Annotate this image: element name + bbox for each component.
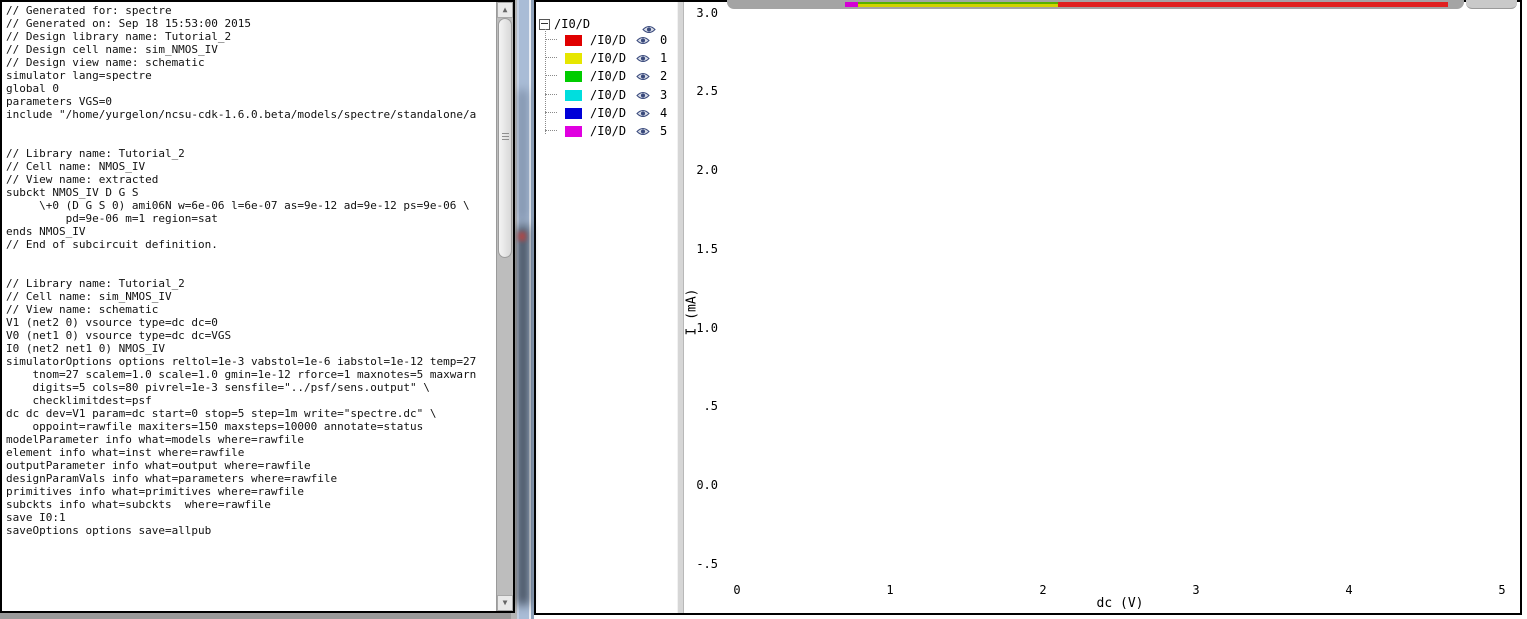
y-axis-tick-label: .5 (703, 399, 718, 414)
series-index: 3 (660, 88, 668, 102)
tree-line (545, 112, 557, 114)
y-axis-tick-label: 2.0 (696, 163, 718, 177)
y-axis-tick-label: 3.0 (696, 5, 718, 20)
visibility-eye-icon[interactable] (636, 91, 650, 100)
series-label[interactable]: /I0/D (590, 69, 627, 83)
visibility-eye-icon[interactable] (642, 25, 656, 34)
tree-line (545, 39, 557, 41)
waveform-window: /I0/D /I0/D 0/I0/D 1/I0/D 2/I0/D 3/I0/D 4/I0/… (534, 0, 1522, 615)
series-color-swatch[interactable] (565, 89, 582, 101)
legend-row[interactable]: /I0/D 1 (545, 51, 668, 65)
x-axis-title: dc (V) (1096, 596, 1144, 611)
series-index: 2 (660, 69, 668, 83)
remnant-red-trace (1058, 2, 1448, 7)
visibility-eye-icon[interactable] (636, 72, 650, 81)
series-color-swatch[interactable] (565, 107, 582, 119)
visibility-eye-icon[interactable] (636, 109, 650, 118)
x-axis-tick-label: 5 (1498, 583, 1506, 597)
collapse-expand-icon[interactable] (539, 18, 550, 30)
overlapping-window-edge (727, 0, 1464, 9)
series-label[interactable]: /I0/D (590, 106, 627, 120)
y-axis-tick-label: -.5 (696, 556, 718, 571)
legend-row[interactable]: /I0/D 5 (545, 124, 668, 138)
series-label[interactable]: /I0/D (590, 124, 627, 138)
overlapping-window-tab (1466, 0, 1517, 9)
series-index: 1 (660, 51, 668, 65)
series-color-swatch[interactable] (565, 125, 582, 137)
tree-line (545, 29, 547, 134)
y-axis-title: I (mA) (684, 288, 700, 336)
scrollbar-grip (502, 133, 509, 141)
series-index: 5 (660, 124, 668, 138)
scrollbar-thumb[interactable] (498, 18, 512, 258)
tree-line (545, 75, 557, 77)
series-label[interactable]: /I0/D (590, 51, 627, 65)
series-color-swatch[interactable] (565, 52, 582, 64)
visibility-eye-icon[interactable] (636, 127, 650, 136)
series-index: 4 (660, 106, 668, 120)
signal-legend-panel: /I0/D /I0/D 0/I0/D 1/I0/D 2/I0/D 3/I0/D 4/I0/… (536, 2, 677, 613)
scroll-up-button[interactable]: ▲ (497, 2, 513, 18)
series-label[interactable]: /I0/D (590, 88, 627, 102)
visibility-eye-icon[interactable] (636, 36, 650, 45)
x-axis-tick-label: 0 (733, 583, 741, 597)
y-axis-tick-label: 0.0 (696, 478, 718, 492)
series-index: 0 (660, 33, 668, 47)
legend-row[interactable]: /I0/D 2 (545, 69, 668, 83)
frame-reflection (517, 225, 529, 605)
netlist-vertical-scrollbar[interactable]: ▲ ▼ (496, 2, 513, 611)
y-axis-tick-label: 1.5 (696, 241, 718, 256)
legend-row[interactable]: /I0/D 4 (545, 106, 668, 120)
visibility-eye-icon[interactable] (636, 54, 650, 63)
series-label[interactable]: /I0/D (590, 33, 627, 47)
series-color-swatch[interactable] (565, 70, 582, 82)
frame-reflection (518, 232, 526, 241)
netlist-text[interactable]: // Generated for: spectre // Generated o… (6, 4, 477, 537)
scroll-down-button[interactable]: ▼ (497, 595, 513, 611)
series-color-swatch[interactable] (565, 34, 582, 46)
x-axis-tick-label: 3 (1192, 583, 1200, 597)
tree-line (545, 94, 557, 96)
frame-reflection (518, 90, 527, 220)
remnant-green-trace (858, 2, 1058, 7)
legend-row[interactable]: /I0/D 3 (545, 88, 668, 102)
y-axis-tick-label: 2.5 (696, 84, 718, 99)
legend-row[interactable]: /I0/D 0 (545, 33, 668, 47)
tree-line (545, 57, 557, 59)
remnant-magenta-trace (845, 2, 858, 7)
panel-splitter[interactable] (677, 2, 684, 613)
x-axis-tick-label: 1 (886, 583, 894, 597)
netlist-window: // Generated for: spectre // Generated o… (0, 0, 515, 613)
x-axis-tick-label: 2 (1039, 583, 1047, 597)
legend-group-label[interactable]: /I0/D (554, 17, 591, 31)
tree-line (545, 130, 557, 132)
x-axis-tick-label: 4 (1345, 583, 1353, 597)
